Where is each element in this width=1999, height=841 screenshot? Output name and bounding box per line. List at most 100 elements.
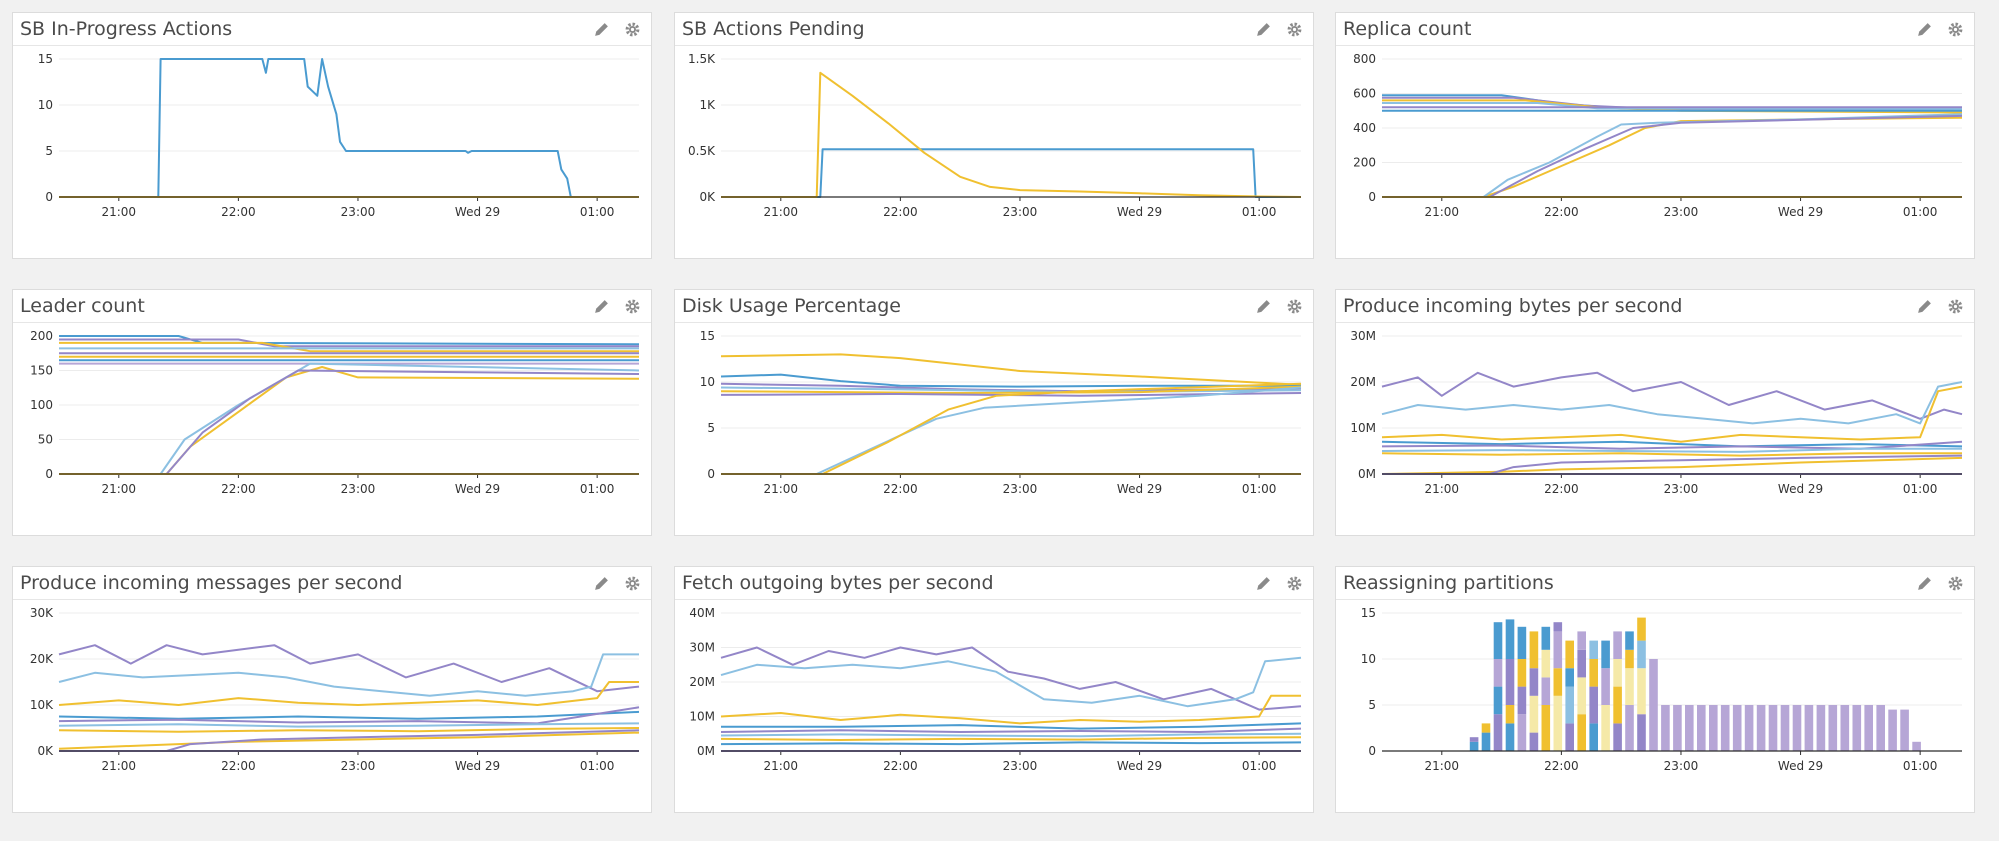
x-tick-label: Wed 29 xyxy=(455,205,500,219)
x-tick-label: 21:00 xyxy=(1424,482,1459,496)
x-tick-label: 23:00 xyxy=(1003,482,1038,496)
bar-segment xyxy=(1625,705,1634,751)
x-tick-label: 21:00 xyxy=(763,759,798,773)
series-line-b7 xyxy=(1381,452,1962,457)
pencil-icon[interactable] xyxy=(593,298,610,315)
panel-sb-in-progress-actions: SB In-Progress Actions 0 5 10 15 21:00 22:00 2… xyxy=(12,12,652,259)
bar-segment xyxy=(1505,723,1515,751)
x-tick-label: 23:00 xyxy=(341,205,376,219)
x-tick-label: 21:00 xyxy=(1424,759,1459,773)
bar-segment xyxy=(1661,705,1670,751)
pencil-icon[interactable] xyxy=(593,575,610,592)
panel-header: Leader count xyxy=(13,290,651,323)
panel-header: Disk Usage Percentage xyxy=(675,290,1313,323)
panel-header: Fetch outgoing bytes per second xyxy=(675,567,1313,600)
chart: 0 200 400 600 800 21:00 22:00 23:00 Wed 29 01:00 xyxy=(1353,52,1963,219)
bar-segment xyxy=(1601,640,1610,669)
y-tick-label: 400 xyxy=(1353,121,1376,135)
x-tick-label: 22:00 xyxy=(221,205,256,219)
pencil-icon[interactable] xyxy=(1916,298,1933,315)
panel-tools xyxy=(593,298,641,315)
pencil-icon[interactable] xyxy=(1916,575,1933,592)
panel-title: Disk Usage Percentage xyxy=(682,295,901,317)
series-line-replica-4 xyxy=(1382,102,1963,110)
y-tick-label: 0M xyxy=(1358,467,1376,481)
y-tick-label: 10M xyxy=(1350,421,1376,435)
chart: 0 5 10 15 21:00 22:00 23:00 Wed 29 01:00 xyxy=(38,52,639,219)
bar-segment xyxy=(1589,686,1598,724)
gear-icon[interactable] xyxy=(1947,575,1964,592)
gear-icon[interactable] xyxy=(624,21,641,38)
series-line-f1 xyxy=(720,646,1302,711)
pencil-icon[interactable] xyxy=(1255,298,1272,315)
gear-icon[interactable] xyxy=(624,298,641,315)
bar-segment xyxy=(1565,686,1574,724)
y-tick-label: 20M xyxy=(689,675,715,689)
series-line-b4 xyxy=(1381,440,1963,448)
bar-segment xyxy=(1589,723,1598,751)
panel-produce-incoming-bytes: Produce incoming bytes per second 0M 10M 2… xyxy=(1335,289,1975,536)
bar-segment xyxy=(1637,668,1646,715)
panel-disk-usage-percentage: Disk Usage Percentage 0 5 10 15 21:00 22:00 23… xyxy=(674,289,1314,536)
bar-segment xyxy=(1517,686,1527,715)
bar-segment xyxy=(1565,668,1574,687)
bar-segment xyxy=(1804,705,1814,751)
y-tick-label: 15 xyxy=(700,329,715,343)
series-line-l10 xyxy=(59,362,640,475)
panel-tools xyxy=(593,21,641,38)
bar-segment xyxy=(1541,705,1551,751)
bar-segment xyxy=(1697,705,1706,751)
gear-icon[interactable] xyxy=(1947,298,1964,315)
x-tick-label: 22:00 xyxy=(883,482,918,496)
x-tick-label: Wed 29 xyxy=(1778,205,1823,219)
bar-segment xyxy=(1493,622,1503,659)
panel-title: Leader count xyxy=(20,295,145,317)
series-line-in-progress xyxy=(59,58,639,198)
panel-tools xyxy=(1255,21,1303,38)
bar-segment xyxy=(1601,668,1610,705)
pencil-icon[interactable] xyxy=(593,21,610,38)
x-tick-label: 22:00 xyxy=(883,759,918,773)
panel-title: Produce incoming messages per second xyxy=(20,572,403,594)
series-line-m4 xyxy=(58,710,640,720)
y-tick-label: 20M xyxy=(1350,375,1376,389)
x-tick-label: 01:00 xyxy=(1242,759,1277,773)
y-tick-label: 15 xyxy=(38,52,53,66)
bar-segment xyxy=(1720,705,1730,751)
y-tick-label: 40M xyxy=(689,606,715,620)
series-line-l3 xyxy=(59,341,639,353)
gear-icon[interactable] xyxy=(624,575,641,592)
bar-segment xyxy=(1577,677,1586,715)
pencil-icon[interactable] xyxy=(1255,575,1272,592)
bar-segment xyxy=(1601,705,1610,751)
bar-segment xyxy=(1577,714,1586,751)
bar-segment xyxy=(1493,659,1503,687)
series-line-b9 xyxy=(1382,454,1963,475)
x-tick-label: Wed 29 xyxy=(1117,482,1162,496)
x-tick-label: 23:00 xyxy=(341,482,376,496)
x-tick-label: 22:00 xyxy=(221,759,256,773)
bar-segment xyxy=(1553,668,1563,696)
bar-segment xyxy=(1744,705,1754,751)
bar-segment xyxy=(1589,659,1598,687)
y-tick-label: 5 xyxy=(45,144,53,158)
y-tick-label: 600 xyxy=(1353,87,1376,101)
panel-tools xyxy=(1916,21,1964,38)
bar-segment xyxy=(1768,705,1778,751)
series-line-f5 xyxy=(720,727,1302,733)
pencil-icon[interactable] xyxy=(1255,21,1272,38)
gear-icon[interactable] xyxy=(1286,21,1303,38)
bar-segment xyxy=(1888,709,1897,751)
gear-icon[interactable] xyxy=(1286,575,1303,592)
x-tick-label: 01:00 xyxy=(580,482,615,496)
bar-segment xyxy=(1577,631,1586,650)
series-line-l11 xyxy=(59,369,640,475)
bar-segment xyxy=(1685,705,1694,751)
panel-header: Produce incoming messages per second xyxy=(13,567,651,600)
y-tick-label: 100 xyxy=(30,398,53,412)
pencil-icon[interactable] xyxy=(1916,21,1933,38)
gear-icon[interactable] xyxy=(1947,21,1964,38)
gear-icon[interactable] xyxy=(1286,298,1303,315)
y-tick-label: 0 xyxy=(45,467,53,481)
bar-segment xyxy=(1541,677,1551,705)
